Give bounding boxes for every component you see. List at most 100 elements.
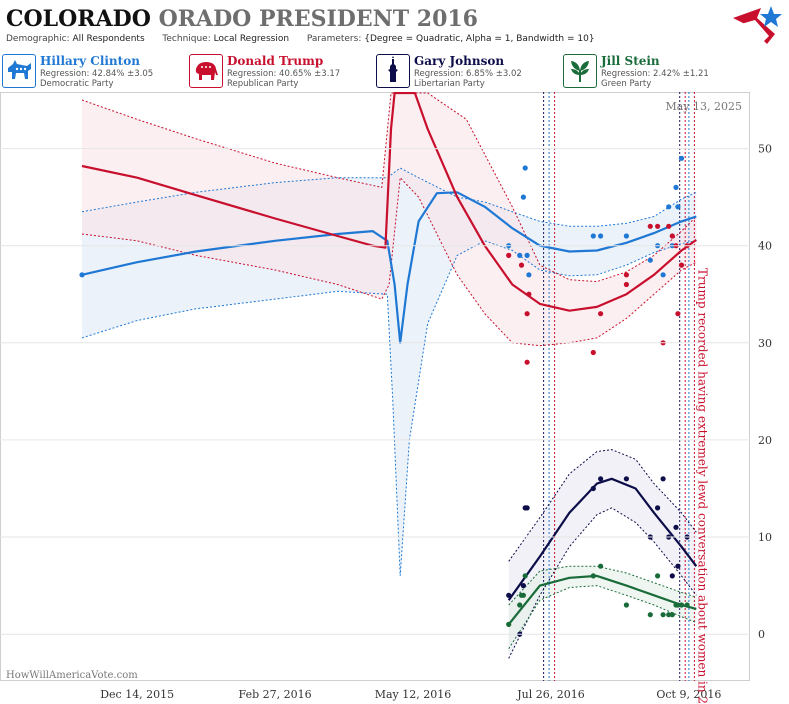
poll-point-donald-trump <box>623 272 630 278</box>
poll-point-donald-trump <box>669 233 675 239</box>
poll-point-donald-trump <box>678 262 685 268</box>
y-tick-label: 0 <box>758 628 765 641</box>
y-tick-label: 30 <box>758 337 772 350</box>
poll-point-donald-trump <box>647 223 653 229</box>
band-gary-johnson <box>508 449 697 659</box>
poll-point-hillary-clinton <box>79 272 85 278</box>
confidence-bands <box>82 93 697 659</box>
poll-point-donald-trump <box>526 291 532 297</box>
poll-point-gary-johnson <box>520 583 527 589</box>
poll-point-jill-stein <box>598 563 604 569</box>
poll-point-hillary-clinton <box>524 252 530 258</box>
poll-point-jill-stein <box>669 612 675 618</box>
poll-point-jill-stein <box>675 602 681 608</box>
candidate-card-stein: Jill Stein Regression: 2.42% ±1.21 Green… <box>563 54 747 90</box>
demographic-label: Demographic: <box>6 34 70 44</box>
trend-line-donald-trump <box>81 92 697 312</box>
chart-header: COLORADO ORADO PRESIDENT 2016 Demographi… <box>0 0 789 92</box>
candidate-party: Republican Party <box>227 79 299 89</box>
site-logo-icon <box>733 6 782 44</box>
leaf-icon <box>563 54 597 88</box>
poll-point-donald-trump <box>675 311 681 317</box>
watermark: HowWillAmericaVote.com <box>6 670 138 681</box>
parameters-line: Demographic: All Respondents Technique: … <box>6 34 595 44</box>
candidate-name: Gary Johnson <box>414 54 505 68</box>
donkey-icon <box>2 54 36 88</box>
candidate-name: Donald Trump <box>227 54 324 68</box>
poll-point-gary-johnson <box>590 485 596 492</box>
candidate-party: Democratic Party <box>40 79 114 89</box>
demographic-value: All Respondents <box>72 34 145 44</box>
y-tick-label: 50 <box>758 143 772 156</box>
poll-point-donald-trump <box>623 281 630 288</box>
candidate-card-johnson: Gary Johnson Regression: 6.85% ±3.02 Lib… <box>376 54 560 90</box>
poll-point-gary-johnson <box>673 524 679 530</box>
x-tick-label: Jul 26, 2016 <box>516 688 585 701</box>
poll-point-gary-johnson <box>524 505 530 511</box>
poll-point-donald-trump <box>518 262 525 268</box>
poll-point-jill-stein <box>517 602 523 608</box>
y-tick-label: 10 <box>758 531 772 544</box>
poll-point-gary-johnson <box>669 573 675 579</box>
lower-bound-donald-trump <box>81 176 697 347</box>
candidate-card-trump: Donald Trump Regression: 40.65% ±3.17 Re… <box>189 54 373 90</box>
poll-point-hillary-clinton <box>660 272 666 278</box>
y-tick-label: 40 <box>758 240 772 253</box>
poll-point-gary-johnson <box>506 592 512 598</box>
y-axis: 0 10 20 30 40 50 <box>0 143 772 641</box>
polling-chart: 0 10 20 30 40 50 Dec 14, 2015 Feb 27, 2016 May … <box>0 92 772 704</box>
poll-point-gary-johnson <box>660 476 666 482</box>
lower-bound-gary-johnson <box>508 507 697 659</box>
candidate-name: Jill Stein <box>601 54 660 68</box>
poll-point-gary-johnson <box>598 476 604 482</box>
poll-point-hillary-clinton <box>647 257 653 263</box>
poll-point-jill-stein <box>684 602 690 608</box>
poll-point-hillary-clinton <box>526 272 532 278</box>
poll-point-jill-stein <box>647 612 653 618</box>
poll-point-gary-johnson <box>623 476 630 482</box>
poll-point-jill-stein <box>666 612 672 618</box>
poll-point-jill-stein <box>678 602 685 608</box>
x-axis: Dec 14, 2015 Feb 27, 2016 May 12, 2016 Jul … <box>100 688 721 701</box>
technique-value: Local Regression <box>213 34 290 44</box>
poll-point-hillary-clinton <box>598 233 604 239</box>
poll-point-jill-stein <box>655 573 661 579</box>
poll-point-hillary-clinton <box>666 204 672 210</box>
candidate-name: Hillary Clinton <box>40 54 140 68</box>
lower-bound-hillary-clinton <box>81 240 697 576</box>
candidate-card-clinton: Hillary Clinton Regression: 42.84% ±3.05… <box>2 54 186 90</box>
poll-point-donald-trump <box>655 223 661 229</box>
trend-line-gary-johnson <box>507 477 698 601</box>
poll-point-jill-stein <box>590 573 596 579</box>
x-tick-label: Feb 27, 2016 <box>239 688 312 701</box>
poll-point-donald-trump <box>506 252 512 258</box>
candidate-legend: Hillary Clinton Regression: 42.84% ±3.05… <box>0 54 789 92</box>
poll-point-donald-trump <box>524 359 530 365</box>
regression-lines <box>81 92 698 626</box>
band-donald-trump <box>82 93 697 346</box>
poll-point-gary-johnson <box>675 563 681 569</box>
parameters-label: Parameters: <box>306 34 362 44</box>
poll-point-jill-stein <box>506 621 512 628</box>
band-jill-stein <box>508 566 697 649</box>
parameters-value: {Degree = Quadratic, Alpha = 1, Bandwidt… <box>364 34 595 44</box>
lower-bound-jill-stein <box>508 585 697 649</box>
x-tick-label: May 12, 2016 <box>375 688 452 701</box>
poll-point-hillary-clinton <box>517 252 523 258</box>
poll-point-jill-stein <box>522 573 528 579</box>
poll-point-donald-trump <box>590 349 596 356</box>
upper-bound-donald-trump <box>81 92 697 283</box>
candidate-party: Green Party <box>601 79 652 89</box>
poll-point-jill-stein <box>520 592 527 598</box>
x-tick-label: Dec 14, 2015 <box>100 688 174 701</box>
trend-line-hillary-clinton <box>81 191 697 344</box>
poll-point-hillary-clinton <box>678 155 685 161</box>
poll-point-donald-trump <box>598 311 604 317</box>
chart-date: May 13, 2025 <box>665 100 742 113</box>
poll-point-donald-trump <box>666 223 672 229</box>
candidate-regression: Regression: 2.42% ±1.21 <box>601 69 709 79</box>
poll-point-jill-stein <box>623 602 630 608</box>
poll-point-hillary-clinton <box>675 204 681 210</box>
poll-point-jill-stein <box>660 612 666 618</box>
event-annotation: Trump recorded having extremely lewd con… <box>695 268 709 704</box>
